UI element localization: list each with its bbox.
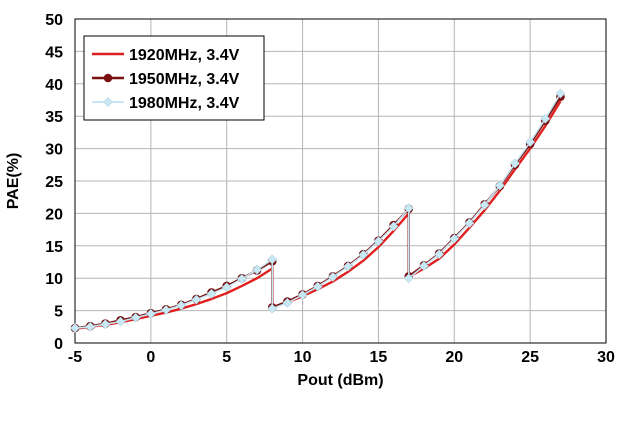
data-point <box>312 281 323 292</box>
data-point <box>191 294 202 305</box>
series-3 <box>70 88 566 334</box>
data-point <box>343 261 354 272</box>
legend-label: 1950MHz, 3.4V <box>129 71 240 88</box>
y-tick-label: 40 <box>45 77 63 94</box>
x-tick-label: 10 <box>294 349 312 366</box>
legend-marker <box>103 97 113 107</box>
y-tick-label: 10 <box>45 271 63 288</box>
x-tick-label: 0 <box>146 349 155 366</box>
legend: 1920MHz, 3.4V 1950MHz, 3.4V 1980MHz, 3.4V <box>83 35 265 121</box>
data-point <box>267 254 278 265</box>
data-point <box>221 282 232 293</box>
legend-label: 1920MHz, 3.4V <box>129 47 240 64</box>
data-point <box>130 312 141 323</box>
data-point <box>206 288 217 299</box>
x-tick-label: 30 <box>597 349 615 366</box>
x-axis-label: Pout (dBm) <box>297 372 383 389</box>
series-2 <box>70 92 565 333</box>
data-point <box>403 273 414 284</box>
data-point <box>70 323 80 334</box>
data-point <box>252 264 263 275</box>
data-point <box>358 249 369 260</box>
data-point <box>327 271 338 282</box>
data-point <box>525 137 536 148</box>
legend-item: 1980MHz, 3.4V <box>92 95 240 112</box>
y-tick-label: 45 <box>45 44 63 61</box>
series-line <box>74 93 562 329</box>
x-tick-label: 20 <box>445 349 463 366</box>
legend-item: 1950MHz, 3.4V <box>92 71 240 88</box>
data-point <box>145 308 156 319</box>
data-point <box>85 321 96 332</box>
data-point <box>267 303 278 314</box>
x-tick-label: 15 <box>370 349 388 366</box>
legend-label: 1980MHz, 3.4V <box>129 95 240 112</box>
series-line <box>74 100 562 330</box>
x-tick-label: 5 <box>222 349 231 366</box>
data-point <box>418 260 429 271</box>
data-point <box>100 319 111 330</box>
series-1 <box>74 100 562 330</box>
data-point <box>403 203 414 214</box>
y-tick-label: 50 <box>45 12 63 29</box>
data-point <box>449 233 460 244</box>
data-point <box>297 290 308 301</box>
y-tick-label: 5 <box>54 304 63 321</box>
y-tick-label: 0 <box>54 336 63 353</box>
data-point <box>115 316 126 327</box>
data-point <box>388 221 399 232</box>
data-point <box>434 249 445 260</box>
data-point <box>494 180 505 191</box>
data-point <box>176 300 187 311</box>
grid <box>74 18 607 344</box>
y-tick-label: 20 <box>45 206 63 223</box>
x-axis-ticks: -5 0 5 10 15 20 25 30 <box>68 349 615 366</box>
legend-marker <box>103 73 113 83</box>
y-tick-label: 35 <box>45 109 63 126</box>
y-tick-label: 30 <box>45 142 63 159</box>
data-point <box>479 200 490 210</box>
data-point <box>555 88 566 99</box>
series-layer <box>70 88 566 334</box>
data-point <box>236 273 247 284</box>
plot-area <box>74 18 607 344</box>
data-point <box>464 218 475 229</box>
data-point <box>510 158 520 169</box>
y-axis-label: PAE(%) <box>5 153 22 210</box>
data-point <box>373 236 384 247</box>
y-tick-label: 15 <box>45 239 63 256</box>
x-tick-label: -5 <box>68 349 82 366</box>
y-tick-label: 25 <box>45 174 63 191</box>
y-axis-ticks: 0 5 10 15 20 25 30 35 40 45 50 <box>45 12 63 353</box>
data-point <box>161 304 171 315</box>
legend-item: 1920MHz, 3.4V <box>92 47 240 64</box>
data-point <box>282 297 293 308</box>
series-line <box>74 96 562 330</box>
data-point <box>540 113 551 124</box>
x-tick-label: 25 <box>521 349 539 366</box>
